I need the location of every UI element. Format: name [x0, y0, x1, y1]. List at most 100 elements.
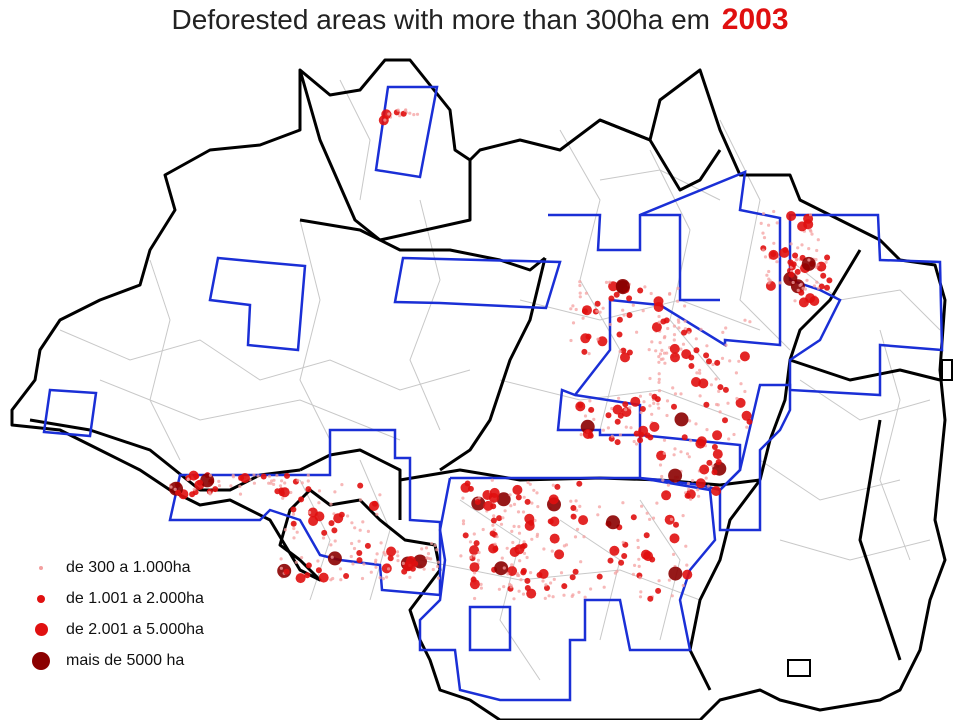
deforestation-point: [726, 401, 730, 405]
deforestation-point: [796, 246, 800, 250]
deforestation-point: [583, 414, 588, 418]
deforestation-point: [395, 550, 400, 554]
deforestation-point: [681, 583, 685, 588]
deforestation-point: [761, 231, 765, 235]
deforestation-point: [412, 113, 416, 117]
frame-rr: [374, 85, 439, 179]
deforestation-point: [547, 518, 554, 525]
deforestation-point: [554, 549, 565, 560]
deforestation-point: [317, 489, 322, 493]
deforestation-point: [501, 516, 505, 520]
deforestation-point: [657, 389, 662, 393]
deforestation-point: [584, 291, 589, 295]
deforestation-point: [525, 555, 529, 560]
deforestation-point: [279, 566, 283, 570]
deforestation-point: [582, 305, 592, 316]
deforestation-point: [772, 209, 776, 214]
deforestation-point: [562, 593, 566, 597]
deforestation-point: [294, 560, 298, 564]
deforestation-point: [474, 499, 481, 505]
deforestation-point: [517, 531, 522, 535]
deforestation-point: [350, 541, 354, 546]
deforestation-point: [279, 487, 290, 498]
deforestation-point: [676, 299, 680, 303]
deforestation-point: [779, 247, 790, 258]
deforestation-point: [535, 491, 539, 495]
deforestation-point: [270, 479, 274, 483]
deforestation-point: [814, 265, 818, 269]
deforestation-point: [816, 286, 821, 290]
deforestation-point: [748, 320, 752, 324]
deforestation-point: [574, 307, 578, 312]
deforestation-point: [467, 485, 474, 492]
deforestation-point: [671, 403, 677, 410]
deforestation-point: [272, 482, 276, 486]
deforestation-point: [669, 533, 680, 544]
deforestation-point: [549, 533, 560, 544]
frame-am-west: [42, 388, 98, 438]
deforestation-point: [281, 496, 285, 500]
deforestation-point: [207, 490, 211, 494]
deforestation-point: [517, 589, 521, 593]
deforestation-point: [624, 408, 628, 412]
deforestation-point: [551, 595, 555, 599]
deforestation-point: [374, 565, 378, 569]
deforestation-point: [515, 494, 522, 501]
deforestation-point: [549, 581, 553, 585]
deforestation-point: [673, 392, 678, 396]
deforestation-point: [588, 399, 592, 403]
frame-to: [718, 383, 792, 532]
deforestation-point: [279, 557, 283, 561]
deforestation-point: [632, 439, 636, 444]
deforestation-point: [461, 496, 465, 500]
deforestation-point: [408, 575, 412, 580]
deforestation-point: [289, 490, 293, 495]
deforestation-point: [614, 439, 621, 446]
deforestation-point: [327, 551, 342, 566]
deforestation-point: [587, 352, 591, 356]
deforestation-point: [609, 545, 620, 556]
deforestation-point: [647, 595, 654, 602]
deforestation-point: [283, 528, 287, 532]
deforestation-point: [606, 515, 620, 530]
deforestation-point: [580, 333, 591, 344]
deforestation-point: [613, 291, 620, 298]
deforestation-point: [212, 486, 219, 493]
deforestation-point: [732, 432, 736, 437]
deforestation-point: [649, 291, 653, 296]
deforestation-point: [505, 546, 509, 550]
deforestation-point: [808, 228, 812, 232]
deforestation-point: [357, 539, 361, 543]
deforestation-point: [657, 372, 661, 376]
deforestation-point: [706, 484, 711, 488]
deforestation-point: [573, 535, 578, 539]
deforestation-point: [415, 112, 420, 116]
deforestation-point: [644, 432, 651, 439]
deforestation-point: [333, 539, 337, 543]
deforestation-point: [815, 280, 819, 284]
deforestation-point: [620, 347, 627, 354]
deforestation-point: [615, 279, 630, 293]
deforestation-point: [648, 392, 653, 396]
deforestation-point: [522, 495, 526, 499]
deforestation-point: [330, 555, 334, 559]
deforestation-point: [641, 309, 645, 313]
deforestation-point: [662, 336, 667, 340]
deforestation-point: [787, 259, 794, 266]
legend-label: de 2.001 a 5.000ha: [66, 620, 204, 638]
deforestation-point: [300, 481, 304, 485]
deforestation-point: [601, 428, 606, 432]
legend-item: mais de 5000 ha: [28, 645, 248, 676]
deforestation-point: [398, 114, 402, 118]
deforestation-point: [383, 118, 387, 122]
deforestation-point: [691, 377, 701, 387]
deforestation-point: [280, 479, 284, 483]
deforestation-point: [621, 308, 625, 312]
deforestation-point: [267, 481, 271, 485]
deforestation-point: [231, 475, 235, 479]
deforestation-point: [786, 211, 797, 221]
deforestation-point: [668, 468, 683, 483]
deforestation-point: [193, 473, 200, 480]
deforestation-point: [518, 559, 522, 563]
deforestation-point: [650, 340, 654, 344]
